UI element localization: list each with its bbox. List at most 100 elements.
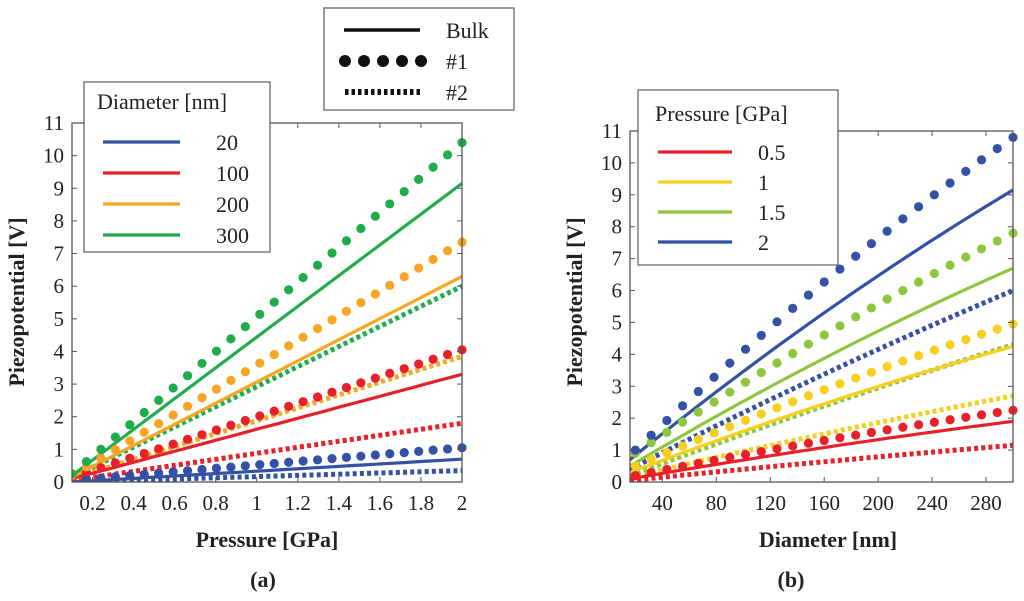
data-point [110,444,120,455]
data-point [725,387,735,397]
data-point [929,345,939,355]
data-point [662,415,672,426]
data-point [772,403,782,413]
data-point [662,427,672,438]
data-point [428,354,438,364]
data-point [255,460,265,470]
data-point [961,412,971,422]
data-point [96,444,106,454]
y-tick-label: 10 [43,144,64,168]
data-point [851,373,861,383]
data-point [312,260,323,270]
y-tick-label: 11 [602,119,622,143]
data-point [240,322,250,332]
data-point [788,441,798,451]
legend-entry: 300 [103,223,249,248]
data-point [725,452,735,463]
data-point [269,297,279,307]
y-tick-label: 7 [612,247,623,271]
data-point [327,248,337,258]
x-tick-label: 0.2 [79,491,105,515]
data-point [154,419,164,429]
data-point [929,268,939,279]
data-point [81,474,92,482]
data-point [240,461,250,471]
data-point [284,457,294,467]
data-point [677,461,688,471]
style-legend-dot [415,55,427,67]
data-point [414,359,424,369]
panel-b-legend-box [637,89,839,266]
data-point [96,473,106,482]
data-point [913,420,924,430]
y-tick-label: 8 [612,215,623,239]
data-point [341,306,352,316]
legend-label: 200 [216,192,249,217]
legend-entry: 20 [103,130,238,155]
data-point [961,334,971,345]
y-tick-label: 1 [54,437,65,461]
data-point [976,244,987,254]
data-point [197,464,207,475]
legend-label: 20 [216,130,238,155]
y-tick-label: 0 [612,470,623,494]
data-point [125,470,135,481]
panel-b-series-2-1 [630,132,1018,455]
data-point [399,447,409,458]
data-point [929,190,939,200]
data-point [385,368,395,378]
data-point [211,425,222,435]
data-point [725,421,735,432]
data-point [630,471,640,481]
data-point [913,350,924,361]
data-point [851,312,861,322]
style-legend-label-1: #1 [446,49,468,74]
data-point [182,371,193,381]
data-point [298,456,308,466]
data-point [819,277,829,287]
panel-a-series-100-bulk [72,372,463,481]
data-point [269,349,279,360]
legend-entry: 1 [658,170,769,195]
legend-entry: 200 [103,192,249,217]
data-point [197,430,207,440]
data-point [240,367,250,377]
data-point [125,420,135,430]
data-point [428,162,438,172]
data-point [803,290,814,300]
data-point [356,298,366,308]
data-point [976,155,987,165]
data-point [740,449,751,460]
data-point [756,447,766,457]
y-tick-label: 8 [54,209,65,233]
data-point [182,434,193,444]
data-point [341,236,352,246]
data-point [442,246,453,256]
panel-b-legend-entries: 0.5 1 1.5 2 [658,140,786,255]
y-tick-label: 4 [612,342,623,366]
panel-a-series-200-1 [72,237,467,481]
panel-a-legend-entries: 20 100 200 300 [103,130,249,248]
data-point [298,397,308,407]
data-point [370,450,380,460]
data-point [898,422,908,432]
x-tick-label: 1.4 [326,491,353,515]
panel-b-legend: Pressure [GPa] 0.5 1 1.5 2 [637,89,839,266]
panel-a-series-group [72,137,467,482]
y-tick-label: 0 [54,470,65,494]
data-point [226,420,236,430]
data-point [898,285,908,296]
data-point [945,178,955,188]
x-tick-label: 160 [808,491,840,515]
data-point [788,397,798,407]
data-point [312,455,323,465]
data-point [866,239,876,249]
data-point [356,378,366,388]
data-point [835,321,845,331]
data-point [139,407,149,418]
x-tick-label: 2 [457,491,468,515]
data-point [284,341,294,351]
data-point [882,425,892,435]
legend-entry: 2 [658,230,769,255]
data-point [662,464,672,475]
